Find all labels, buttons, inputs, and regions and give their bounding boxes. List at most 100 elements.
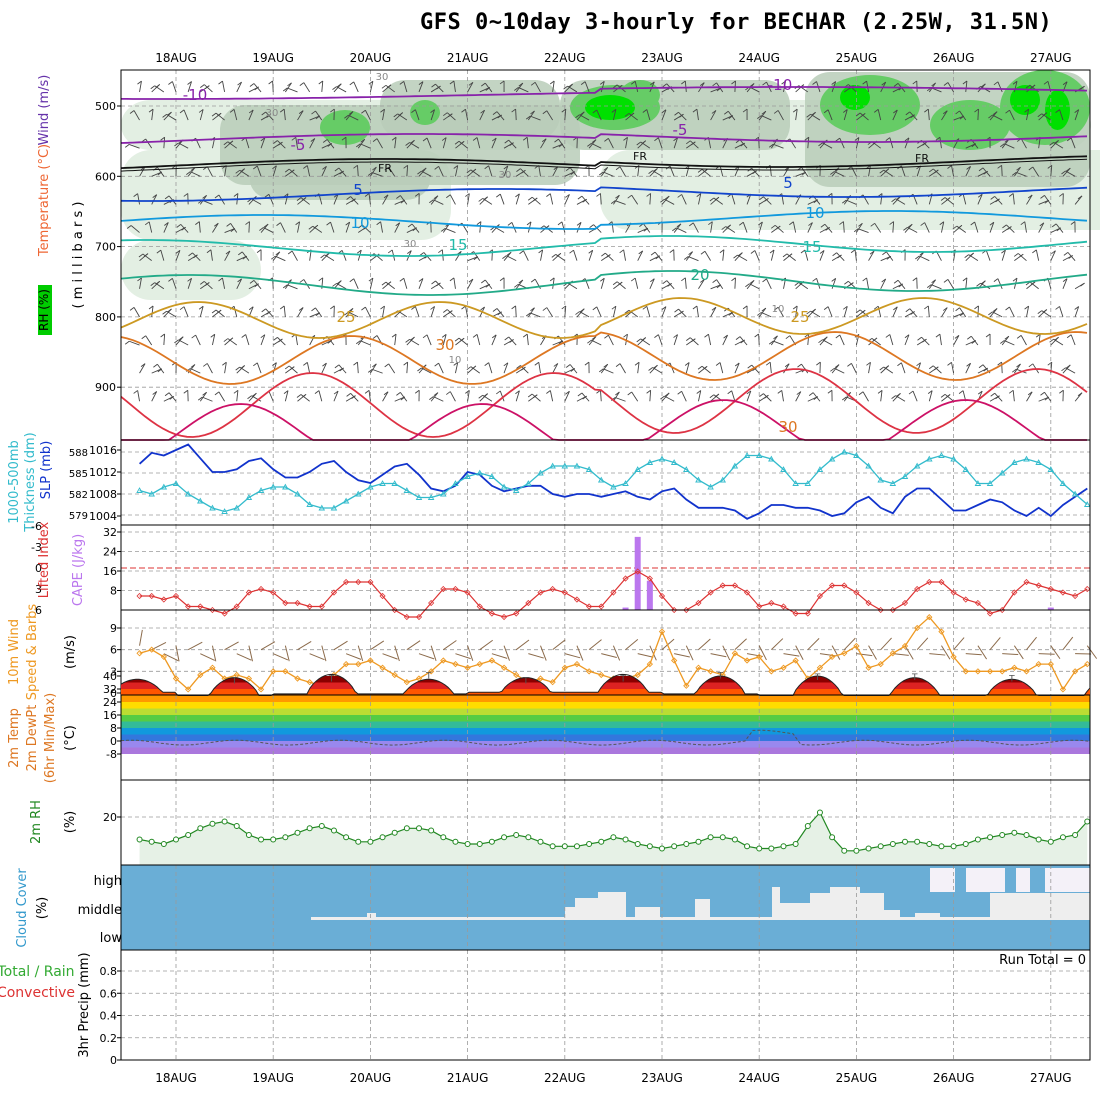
wind-barb (749, 283, 760, 290)
wind-barb (804, 249, 809, 261)
wind-barb (311, 307, 316, 312)
wind-barb (187, 278, 192, 289)
wind-barb (674, 111, 679, 116)
wind-barb (653, 168, 658, 172)
wind-barb (750, 250, 756, 254)
wind-barb (200, 281, 205, 285)
wind-barb (853, 228, 859, 233)
lifted-index-marker (901, 599, 909, 607)
wind-barb (740, 339, 745, 344)
wind-barb (588, 250, 594, 261)
wind-barb (666, 280, 675, 290)
wind-barb (468, 81, 474, 86)
wind-barb (224, 228, 236, 233)
wind-tick-label: 6 (110, 644, 117, 657)
wind-barb (700, 279, 705, 283)
wind-barb (768, 143, 774, 148)
wind-barb (361, 109, 366, 114)
wind-barb (877, 389, 883, 394)
wind-barb (1051, 223, 1057, 228)
wind-barb (387, 249, 393, 254)
wind-barb (603, 167, 608, 171)
wind-barb (929, 168, 934, 173)
rh2m-marker (744, 843, 751, 850)
wind-speed-marker (185, 686, 192, 693)
wind-barb (757, 312, 762, 316)
wind-barb (681, 80, 686, 85)
lifted-index-marker (841, 582, 848, 589)
wind-barb (369, 81, 374, 93)
wind-barb (287, 82, 292, 87)
wind-barb (494, 226, 505, 233)
wind-barb (891, 198, 896, 203)
wind-barb (405, 338, 410, 343)
wind-barb (386, 84, 392, 89)
lifted-index-marker (658, 592, 666, 600)
wind-barb (216, 112, 222, 117)
wind-barb-10m (576, 645, 584, 661)
wind-barb (686, 337, 691, 342)
wind-barb (1055, 223, 1064, 233)
wind-barb (212, 222, 219, 233)
lifted-index-marker (561, 589, 568, 596)
wind-speed-marker (160, 653, 167, 661)
x-tick-label-bottom: 24AUG (738, 1071, 780, 1085)
wind-barb (859, 112, 869, 121)
wind10m-axis-label: 10m Wind (7, 619, 22, 685)
wind-barb (365, 306, 371, 318)
rh2m-marker (671, 843, 678, 850)
wind-barb (740, 142, 745, 147)
wind-barb-10m (528, 653, 544, 659)
wind-speed-marker (428, 668, 435, 675)
wind-barb (643, 223, 651, 233)
wind-barb (356, 340, 361, 345)
wind-barb (928, 390, 933, 402)
wind-barb (506, 251, 512, 256)
rh2m-marker (148, 838, 155, 845)
rh2m-marker (233, 823, 240, 829)
wind-barb (940, 393, 946, 398)
wind-barb-10m (200, 653, 216, 661)
lifted-index-marker (343, 578, 350, 586)
wind-barb (995, 395, 1000, 400)
wind-barb (1026, 194, 1033, 205)
wind-barb (611, 108, 617, 113)
wind-speed-marker (1071, 668, 1079, 675)
wind-barb (742, 108, 748, 113)
cape-tick-label: 16 (103, 565, 117, 578)
wind-barb (807, 334, 810, 346)
wind-barb (944, 197, 954, 205)
wind-barb (336, 283, 347, 290)
wind-barb (677, 194, 682, 198)
wind-barb (279, 305, 285, 310)
wind-barb (518, 82, 524, 87)
wind-barb (272, 165, 277, 170)
cloud-middle (565, 907, 575, 919)
wind-barb (137, 80, 142, 85)
wind-barb (530, 115, 541, 121)
wind-barb (179, 306, 185, 311)
wind-barb (138, 253, 144, 258)
wind-barb (351, 395, 356, 399)
wind-speed-marker (828, 653, 836, 661)
lifted-index-marker (318, 603, 325, 610)
wind-barb (546, 193, 551, 198)
lifted-index-marker (938, 578, 945, 586)
wind-barb (496, 193, 501, 198)
wind-barb (672, 227, 677, 232)
wind-barb (977, 193, 983, 198)
rh2m-marker (950, 843, 957, 850)
wind-barb (180, 224, 189, 233)
wind-barb (646, 193, 651, 197)
wind-barb (368, 277, 374, 282)
wind-barb (727, 111, 736, 121)
wind-barb (418, 81, 424, 93)
wind-barb (233, 193, 239, 197)
thickness-marker (354, 490, 362, 497)
wind-barb (763, 393, 772, 402)
wind-barb (365, 110, 371, 121)
wind-barb (624, 113, 630, 117)
wind-barb (368, 80, 374, 85)
wind-barb (751, 364, 760, 374)
rh2m-marker (731, 836, 738, 843)
